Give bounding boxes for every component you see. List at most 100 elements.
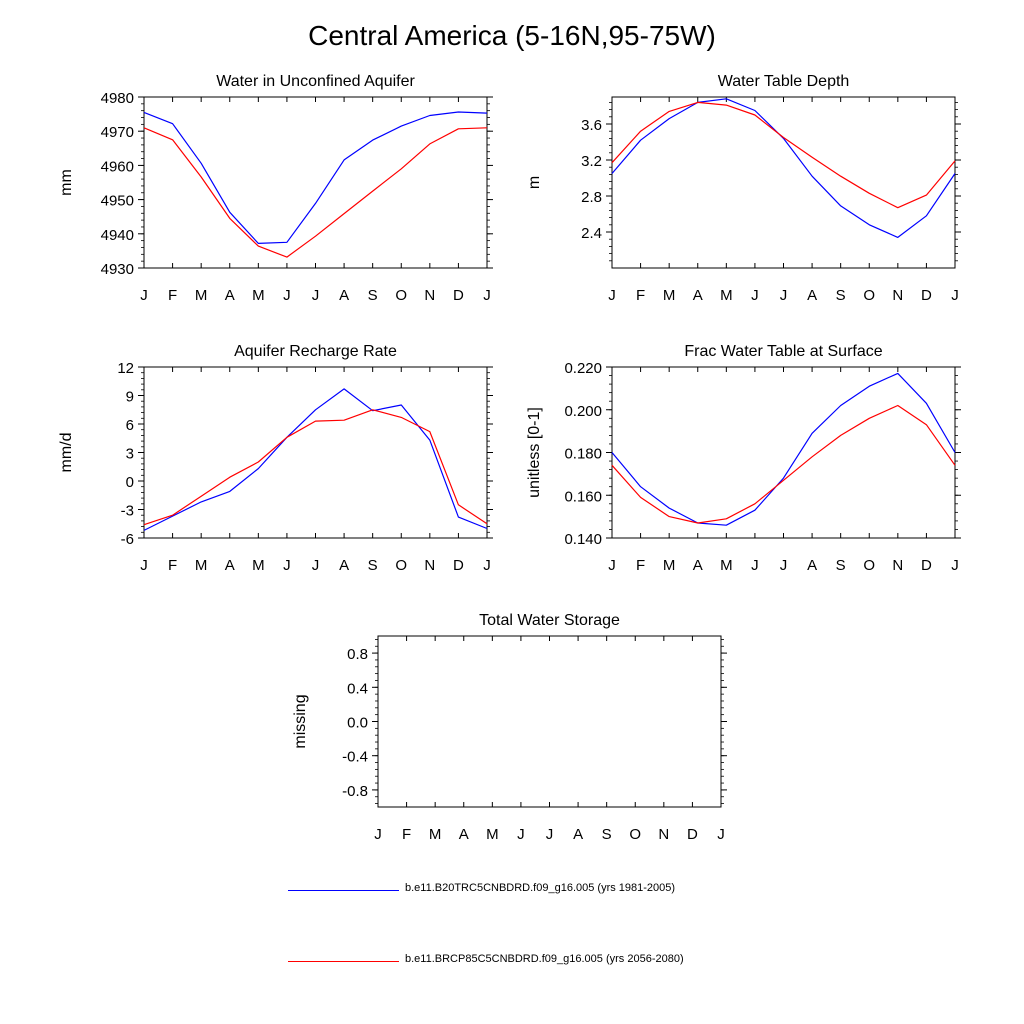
water-in-unconfined-aquifer-xtick-label: S	[368, 287, 378, 304]
water-in-unconfined-aquifer-xtick-label: J	[312, 287, 320, 304]
total-water-storage-xtick-label: O	[629, 826, 641, 843]
water-table-depth-xtick-label: A	[807, 287, 817, 304]
aquifer-recharge-rate-xtick-label: J	[283, 557, 291, 574]
frac-water-table-at-surface-ytick-label: 0.220	[564, 360, 602, 377]
water-in-unconfined-aquifer-xtick-label: A	[225, 287, 235, 304]
frac-water-table-at-surface-ytick-label: 0.160	[564, 488, 602, 505]
frac-water-table-at-surface-xtick-label: F	[636, 557, 645, 574]
total-water-storage-xtick-label: M	[429, 826, 442, 843]
frac-water-table-at-surface-xtick-label: O	[863, 557, 875, 574]
total-water-storage-xtick-label: M	[486, 826, 499, 843]
total-water-storage-ytick-label: 0.8	[347, 646, 368, 663]
total-water-storage-xtick-label: S	[602, 826, 612, 843]
frac-water-table-at-surface-xtick-label: A	[693, 557, 703, 574]
water-table-depth-ytick-label: 2.8	[581, 189, 602, 206]
aquifer-recharge-rate-ytick-label: 0	[126, 474, 134, 491]
total-water-storage-ytick-label: 0.0	[347, 715, 368, 732]
frac-water-table-at-surface-ytick-label: 0.180	[564, 446, 602, 463]
water-in-unconfined-aquifer-xtick-label: M	[195, 287, 208, 304]
aquifer-recharge-rate-xtick-label: M	[252, 557, 265, 574]
aquifer-recharge-rate-ytick-label: 12	[117, 360, 134, 377]
aquifer-recharge-rate-ytick-label: 6	[126, 417, 134, 434]
aquifer-recharge-rate-xtick-label: D	[453, 557, 464, 574]
aquifer-recharge-rate-ytick-label: 3	[126, 446, 134, 463]
frac-water-table-at-surface-xtick-label: M	[663, 557, 676, 574]
aquifer-recharge-rate-ytick-label: -6	[121, 531, 134, 548]
frac-water-table-at-surface-ylabel: unitless [0-1]	[526, 407, 543, 498]
water-table-depth-xtick-label: J	[780, 287, 788, 304]
frac-water-table-at-surface-series-future-line	[611, 404, 956, 524]
aquifer-recharge-rate-xtick-label: S	[368, 557, 378, 574]
aquifer-recharge-rate-series-historical-line	[143, 388, 488, 531]
total-water-storage-xtick-label: D	[687, 826, 698, 843]
total-water-storage-ytick-label: 0.4	[347, 680, 368, 697]
frac-water-table-at-surface-xtick-label: S	[836, 557, 846, 574]
aquifer-recharge-rate-xtick-label: J	[483, 557, 491, 574]
legend-line-historical	[288, 890, 399, 891]
frac-water-table-at-surface-xtick-label: A	[807, 557, 817, 574]
frac-water-table-at-surface-ytick-label: 0.200	[564, 403, 602, 420]
water-in-unconfined-aquifer-series-historical-line	[143, 111, 488, 244]
aquifer-recharge-rate-ylabel: mm/d	[58, 433, 75, 473]
total-water-storage-frame	[377, 635, 722, 808]
frac-water-table-at-surface-xtick-label: D	[921, 557, 932, 574]
total-water-storage-ytick-label: -0.4	[342, 749, 368, 766]
water-table-depth-xtick-label: J	[751, 287, 759, 304]
aquifer-recharge-rate-series-future-line	[143, 409, 488, 526]
frac-water-table-at-surface-xtick-label: J	[951, 557, 959, 574]
water-in-unconfined-aquifer-ylabel: mm	[58, 169, 75, 196]
water-in-unconfined-aquifer-xtick-label: J	[140, 287, 148, 304]
water-in-unconfined-aquifer-ytick-label: 4980	[101, 90, 134, 107]
aquifer-recharge-rate-xtick-label: A	[339, 557, 349, 574]
frac-water-table-at-surface-series-historical-line	[611, 372, 956, 526]
frac-water-table-at-surface-xtick-label: N	[892, 557, 903, 574]
water-in-unconfined-aquifer-series-future-line	[143, 127, 488, 258]
aquifer-recharge-rate-xtick-label: J	[312, 557, 320, 574]
aquifer-recharge-rate-frame	[143, 366, 488, 539]
water-table-depth-xtick-label: N	[892, 287, 903, 304]
aquifer-recharge-rate-title: Aquifer Recharge Rate	[234, 343, 397, 360]
water-in-unconfined-aquifer-frame	[143, 96, 488, 269]
water-in-unconfined-aquifer-xtick-label: D	[453, 287, 464, 304]
water-in-unconfined-aquifer-title: Water in Unconfined Aquifer	[216, 73, 415, 90]
water-table-depth-xtick-label: M	[720, 287, 733, 304]
water-table-depth-xtick-label: S	[836, 287, 846, 304]
total-water-storage-ytick-label: -0.8	[342, 783, 368, 800]
frac-water-table-at-surface-xtick-label: M	[720, 557, 733, 574]
water-table-depth-ylabel: m	[526, 176, 543, 189]
total-water-storage-xtick-label: J	[517, 826, 525, 843]
water-table-depth-ytick-label: 2.4	[581, 225, 602, 242]
total-water-storage-xtick-label: J	[717, 826, 725, 843]
total-water-storage-ylabel: missing	[292, 694, 309, 748]
frac-water-table-at-surface-xtick-label: J	[608, 557, 616, 574]
legend-line-future	[288, 961, 399, 962]
water-table-depth-ytick-label: 3.2	[581, 153, 602, 170]
legend-label-historical: b.e11.B20TRC5CNBDRD.f09_g16.005 (yrs 198…	[405, 882, 676, 894]
water-table-depth-xtick-label: D	[921, 287, 932, 304]
water-table-depth-series-future-line	[611, 101, 956, 209]
water-table-depth-xtick-label: O	[863, 287, 875, 304]
total-water-storage-xtick-label: F	[402, 826, 411, 843]
water-table-depth-xtick-label: A	[693, 287, 703, 304]
aquifer-recharge-rate-xtick-label: M	[195, 557, 208, 574]
water-in-unconfined-aquifer-xtick-label: O	[395, 287, 407, 304]
total-water-storage-xtick-label: N	[658, 826, 669, 843]
aquifer-recharge-rate-xtick-label: O	[395, 557, 407, 574]
aquifer-recharge-rate-xtick-label: A	[225, 557, 235, 574]
water-table-depth-ytick-label: 3.6	[581, 117, 602, 134]
total-water-storage-xtick-label: A	[573, 826, 583, 843]
total-water-storage-xtick-label: J	[374, 826, 382, 843]
water-in-unconfined-aquifer-xtick-label: M	[252, 287, 265, 304]
aquifer-recharge-rate-ytick-label: 9	[126, 389, 134, 406]
water-in-unconfined-aquifer-xtick-label: N	[424, 287, 435, 304]
aquifer-recharge-rate-xtick-label: F	[168, 557, 177, 574]
water-in-unconfined-aquifer-xtick-label: A	[339, 287, 349, 304]
frac-water-table-at-surface-xtick-label: J	[780, 557, 788, 574]
aquifer-recharge-rate-xtick-label: J	[140, 557, 148, 574]
water-table-depth-xtick-label: M	[663, 287, 676, 304]
aquifer-recharge-rate-xtick-label: N	[424, 557, 435, 574]
total-water-storage-xtick-label: J	[546, 826, 554, 843]
frac-water-table-at-surface-ytick-label: 0.140	[564, 531, 602, 548]
figure-title: Central America (5-16N,95-75W)	[308, 20, 716, 51]
frac-water-table-at-surface-xtick-label: J	[751, 557, 759, 574]
